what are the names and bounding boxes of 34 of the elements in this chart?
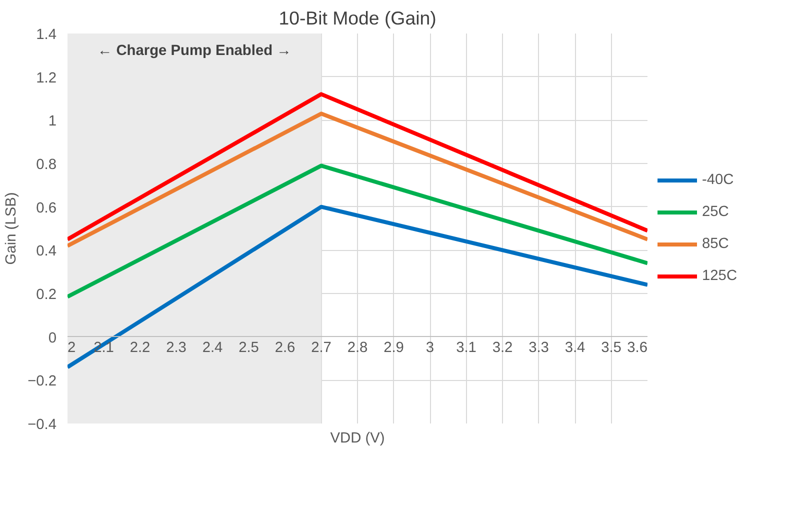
- y-tick-label: 0.4: [36, 244, 56, 260]
- x-tick-label: 2.4: [202, 340, 223, 356]
- x-tick-label: 3.3: [528, 340, 549, 356]
- x-tick-label: 2.9: [384, 340, 404, 356]
- y-tick-label: 1: [48, 114, 57, 130]
- x-tick-label: 2.7: [311, 340, 332, 356]
- x-tick-label: 3.6: [627, 340, 648, 356]
- y-tick-label: 0.6: [36, 200, 56, 216]
- x-tick-label: 3: [426, 340, 434, 356]
- x-tick-label: 2.8: [347, 340, 368, 356]
- y-tick-label: −0.4: [28, 417, 57, 433]
- y-tick-label: 1.2: [36, 70, 56, 86]
- x-tick-label: 3.5: [601, 340, 622, 356]
- x-tick-label: 3.2: [492, 340, 513, 356]
- x-tick-label: 3.4: [564, 340, 586, 356]
- y-tick-label: 0.8: [36, 157, 56, 173]
- y-tick-label: 0.2: [36, 287, 56, 303]
- chart-title: 10-Bit Mode (Gain): [278, 8, 436, 28]
- y-axis-title: Gain (LSB): [4, 192, 20, 265]
- x-axis-title: VDD (V): [330, 430, 385, 446]
- x-tick-label: 2.5: [238, 340, 259, 356]
- legend-label: 85C: [702, 236, 729, 252]
- y-tick-label: −0.2: [28, 374, 57, 390]
- band-label: ← Charge Pump Enabled →: [97, 43, 292, 60]
- x-tick-label: 3.1: [456, 340, 476, 356]
- y-tick-label: 1.4: [36, 27, 56, 43]
- legend-label: -40C: [702, 172, 734, 188]
- x-tick-label: 2.2: [130, 340, 150, 356]
- x-tick-label: 2.6: [274, 340, 296, 356]
- y-tick-label: 0: [48, 330, 57, 346]
- legend-label: 25C: [702, 204, 729, 220]
- x-tick-label: 2: [68, 340, 76, 356]
- legend-label: 125C: [702, 268, 738, 284]
- x-tick-label: 2.3: [166, 340, 186, 356]
